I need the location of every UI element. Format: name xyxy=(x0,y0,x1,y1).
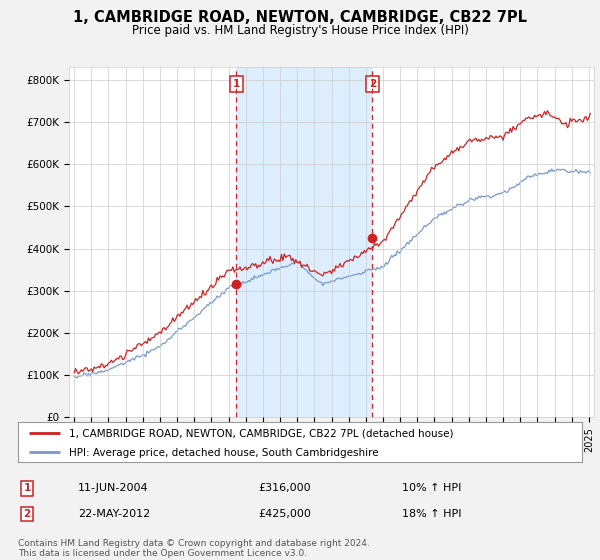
Text: £316,000: £316,000 xyxy=(258,483,311,493)
Text: 1, CAMBRIDGE ROAD, NEWTON, CAMBRIDGE, CB22 7PL (detached house): 1, CAMBRIDGE ROAD, NEWTON, CAMBRIDGE, CB… xyxy=(69,428,453,438)
Text: 2: 2 xyxy=(369,79,376,89)
Text: 10% ↑ HPI: 10% ↑ HPI xyxy=(402,483,461,493)
Text: 1: 1 xyxy=(232,79,240,89)
Text: 18% ↑ HPI: 18% ↑ HPI xyxy=(402,509,461,519)
Text: HPI: Average price, detached house, South Cambridgeshire: HPI: Average price, detached house, Sout… xyxy=(69,448,379,458)
Text: 11-JUN-2004: 11-JUN-2004 xyxy=(78,483,149,493)
Text: Price paid vs. HM Land Registry's House Price Index (HPI): Price paid vs. HM Land Registry's House … xyxy=(131,24,469,37)
Text: 2: 2 xyxy=(23,509,31,519)
Text: Contains HM Land Registry data © Crown copyright and database right 2024.
This d: Contains HM Land Registry data © Crown c… xyxy=(18,539,370,558)
Bar xyxy=(236,67,373,417)
Text: 1, CAMBRIDGE ROAD, NEWTON, CAMBRIDGE, CB22 7PL: 1, CAMBRIDGE ROAD, NEWTON, CAMBRIDGE, CB… xyxy=(73,10,527,25)
Text: 1: 1 xyxy=(23,483,31,493)
Text: £425,000: £425,000 xyxy=(258,509,311,519)
Text: 22-MAY-2012: 22-MAY-2012 xyxy=(78,509,150,519)
